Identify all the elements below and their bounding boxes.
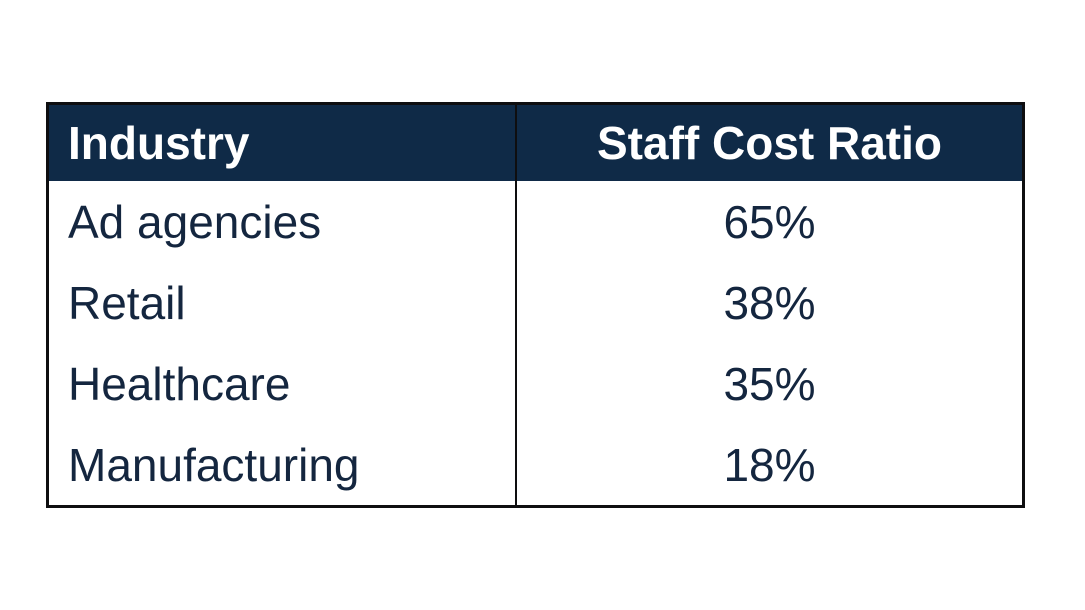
industry-cell: Manufacturing	[49, 424, 517, 505]
ratio-cell: 65%	[723, 195, 816, 248]
staff-cost-table: Industry Staff Cost Ratio Ad agencies 65…	[46, 102, 1025, 508]
industry-cell: Retail	[49, 262, 517, 343]
column-header-industry: Industry	[49, 105, 517, 181]
table-row: Ad agencies 65%	[49, 181, 1022, 262]
table-header-row: Industry Staff Cost Ratio	[49, 105, 1022, 181]
column-header-staff-cost-ratio: Staff Cost Ratio	[597, 117, 942, 169]
table-row: Manufacturing 18%	[49, 424, 1022, 505]
ratio-cell: 38%	[723, 276, 816, 329]
table-row: Retail 38%	[49, 262, 1022, 343]
industry-cell: Ad agencies	[49, 181, 517, 262]
ratio-cell: 35%	[723, 357, 816, 410]
data-table: Industry Staff Cost Ratio Ad agencies 65…	[49, 105, 1022, 505]
ratio-cell: 18%	[723, 438, 816, 491]
table-row: Healthcare 35%	[49, 343, 1022, 424]
industry-cell: Healthcare	[49, 343, 517, 424]
